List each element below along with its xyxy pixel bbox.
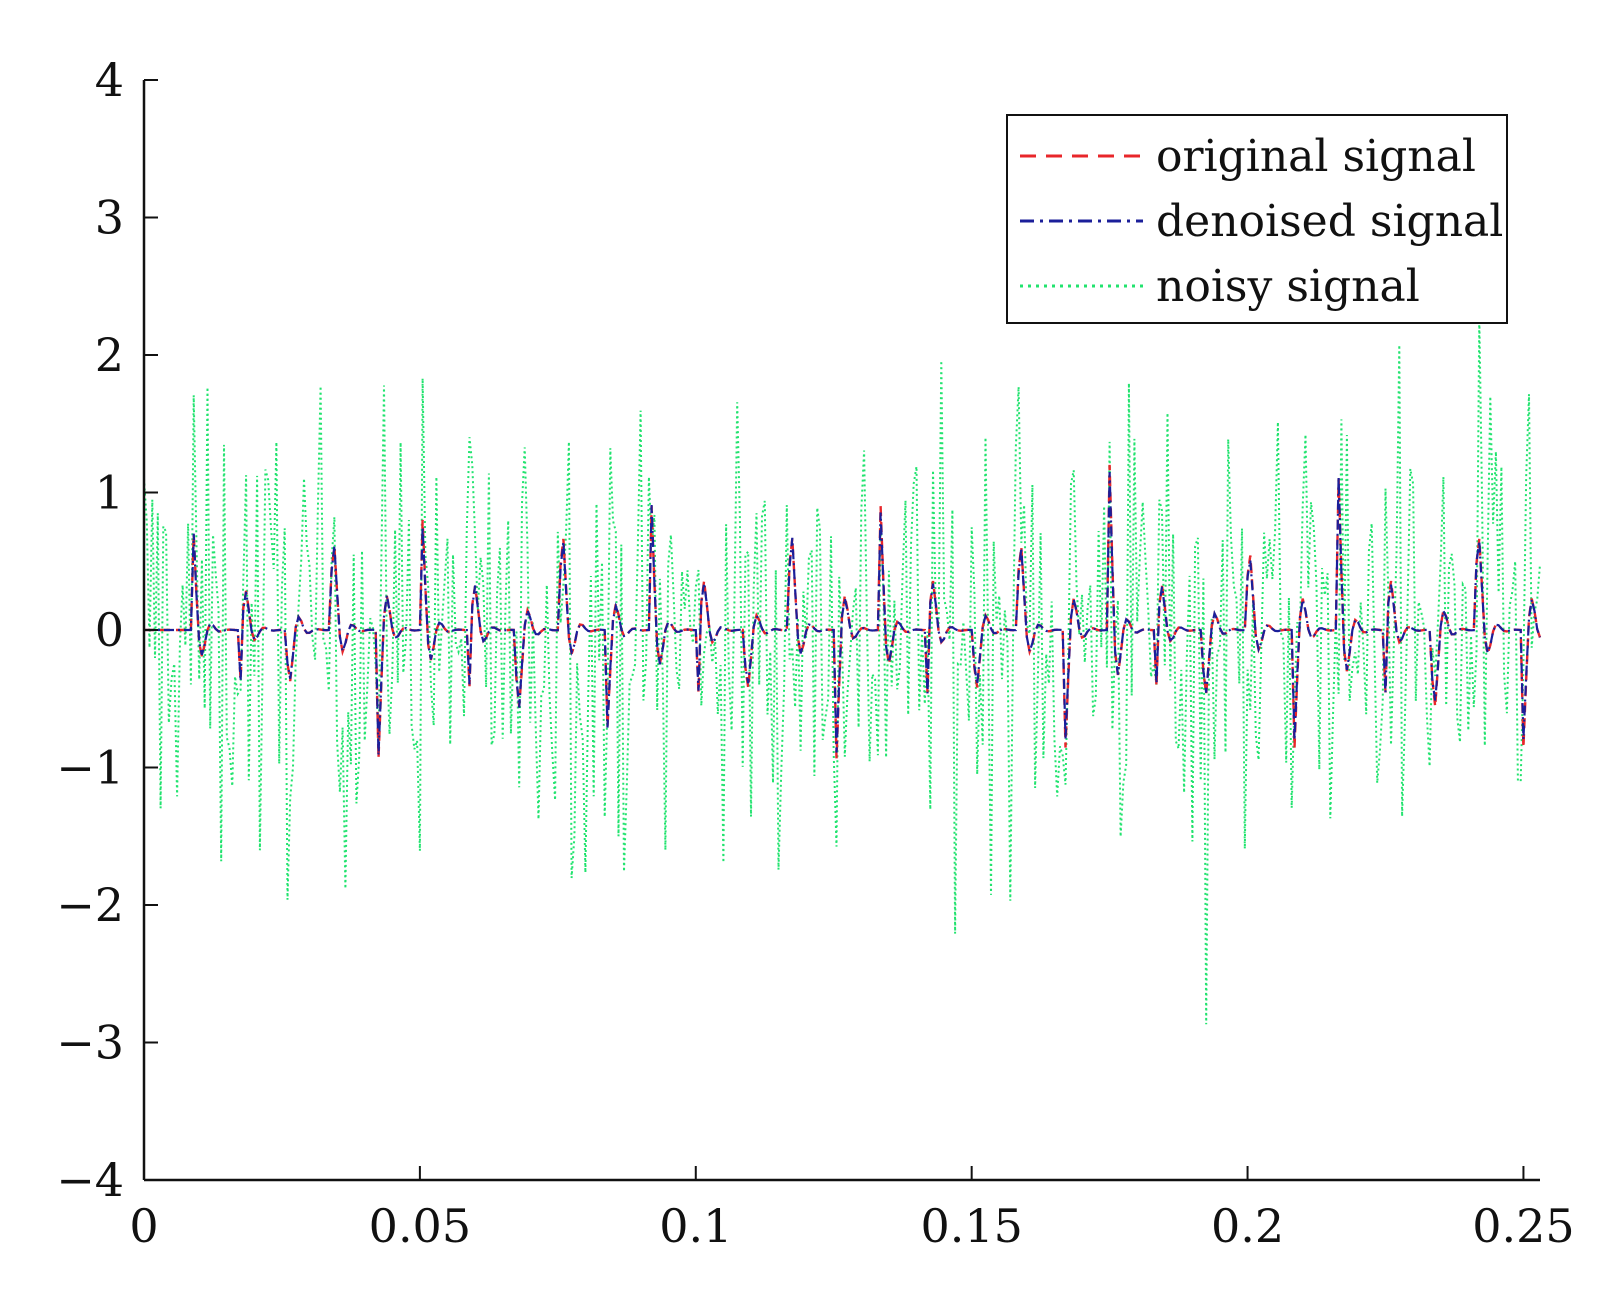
x-tick-label: 0.2 — [1211, 1199, 1284, 1253]
x-tick-label: 0 — [129, 1199, 158, 1253]
y-tick-label: −1 — [56, 741, 124, 795]
x-tick-label: 0.05 — [369, 1199, 471, 1253]
y-tick-label: 1 — [95, 466, 124, 520]
y-tick-label: −4 — [56, 1153, 124, 1207]
legend-label-noisy: noisy signal — [1156, 261, 1420, 312]
y-tick-label: 0 — [95, 603, 124, 657]
axis-ticks: 0 0.05 0.1 0.15 0.2 0.25 4 3 2 1 0 −1 −2 −3 −4 — [56, 53, 1574, 1253]
y-tick-label: 2 — [95, 328, 124, 382]
x-tick-label: 0.25 — [1472, 1199, 1574, 1253]
noisy-signal-line — [143, 316, 1541, 1025]
denoised-signal-line — [144, 471, 1542, 756]
y-tick-label: −3 — [56, 1016, 124, 1070]
y-tick-label: 3 — [95, 191, 124, 245]
legend: original signal denoised signal noisy si… — [1006, 114, 1508, 324]
legend-box — [1006, 114, 1508, 324]
y-tick-label: 4 — [95, 53, 124, 107]
noisy-signal-layer — [143, 316, 1541, 1025]
legend-label-denoised: denoised signal — [1156, 196, 1503, 247]
x-tick-label: 0.1 — [659, 1199, 732, 1253]
legend-label-original: original signal — [1156, 131, 1476, 182]
denoised-signal-layer — [144, 471, 1542, 756]
y-tick-label: −2 — [56, 878, 124, 932]
x-tick-label: 0.15 — [920, 1199, 1022, 1253]
